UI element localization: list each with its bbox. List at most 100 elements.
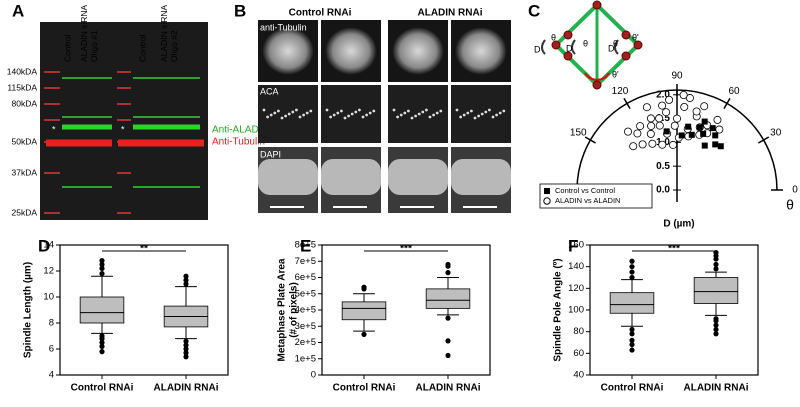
theta-tick	[758, 136, 770, 144]
outlier	[361, 331, 367, 337]
kinetochore	[365, 113, 368, 117]
outlier	[629, 331, 635, 337]
marker-label: 50kDA	[11, 136, 37, 146]
point	[685, 123, 692, 130]
kinetochore	[358, 108, 361, 112]
spindle	[455, 27, 507, 75]
kinetochore	[305, 111, 309, 115]
point	[685, 94, 694, 103]
y-axis-label: (# of pixels)	[289, 282, 300, 338]
outlier	[99, 258, 105, 264]
point	[712, 132, 719, 139]
condition-label: ALADIN RNAi	[418, 8, 483, 19]
point	[715, 125, 724, 134]
y-tick-label: 140	[568, 261, 584, 272]
r-axis-label: D (µm)	[663, 219, 694, 230]
outlier	[629, 326, 635, 333]
legend-label: ALADIN vs ALADIN	[555, 196, 620, 205]
y-tick-label: 40	[573, 370, 584, 381]
y-tick-label: 120	[568, 283, 584, 294]
stain-label: ACA	[260, 86, 279, 96]
asterisk: *	[121, 124, 125, 134]
box	[693, 277, 739, 304]
kinetochore	[372, 109, 376, 113]
outlier	[445, 261, 451, 268]
kinetochore	[403, 111, 407, 115]
outlier	[183, 342, 189, 348]
y-tick-label: 10	[43, 292, 54, 303]
significance-label: ***	[668, 244, 680, 255]
outlier	[713, 322, 719, 328]
y-tick-label: 1e+5	[295, 353, 316, 364]
point	[646, 114, 655, 123]
kinetochore	[466, 111, 470, 115]
panel-letter: B	[234, 1, 246, 20]
kinetochore	[484, 110, 488, 114]
outlier	[445, 270, 451, 276]
kinetochore	[332, 113, 336, 117]
spindle	[262, 27, 314, 75]
x-tick-label: ALADIN RNAi	[154, 383, 219, 394]
point	[700, 102, 709, 111]
diagram-label: θ	[613, 38, 618, 48]
outlier	[99, 265, 105, 271]
y-tick-label: 6e+5	[295, 272, 316, 283]
kinetochore	[498, 111, 502, 115]
point	[624, 127, 633, 136]
kinetochore	[428, 115, 432, 119]
lane-label: Control	[62, 34, 72, 62]
theta-tick-label: 90	[671, 71, 683, 82]
theta-tick-label: 30	[770, 128, 782, 139]
outlier	[713, 266, 719, 272]
outlier	[629, 347, 635, 353]
point	[638, 140, 647, 149]
y-tick-label: 8	[49, 318, 54, 329]
point	[678, 132, 685, 139]
point	[692, 107, 701, 116]
box	[79, 296, 125, 324]
chromosomes	[321, 159, 381, 195]
kinetochore	[343, 116, 347, 120]
outlier	[445, 338, 451, 344]
micrographs	[258, 20, 511, 213]
point	[670, 121, 679, 130]
kinetochore	[470, 109, 473, 113]
kinetochore	[410, 116, 414, 120]
outlier	[629, 264, 635, 270]
point	[673, 114, 682, 123]
kinetochore	[361, 115, 365, 119]
point	[713, 115, 722, 124]
point	[636, 122, 645, 131]
theta-tick-label: 120	[612, 86, 629, 97]
theta-tick-label: 150	[570, 128, 587, 139]
outlier	[99, 271, 105, 277]
legend-swatch	[544, 188, 550, 194]
box	[425, 288, 471, 309]
x-tick-label: Control RNAi	[601, 383, 664, 394]
outlier	[629, 337, 635, 343]
diagram-label: θ'	[612, 69, 619, 79]
outlier	[183, 273, 189, 279]
kinetochore	[277, 109, 280, 113]
spindle	[392, 27, 444, 75]
kinetochore	[435, 111, 439, 115]
legend	[539, 183, 653, 209]
kinetochore	[354, 110, 358, 114]
kinetochore	[455, 108, 459, 112]
diagram-label: θ	[551, 32, 556, 42]
panel-letter: F	[568, 236, 578, 255]
marker-label: 25kDA	[11, 207, 37, 217]
plot-frame	[59, 244, 229, 376]
panel-letter: D	[38, 236, 50, 255]
theta-axis-label: θ	[786, 197, 794, 213]
point	[665, 95, 674, 104]
r-tick-label: 0.5	[656, 161, 670, 172]
outlier	[629, 342, 635, 348]
point	[679, 90, 688, 99]
asterisk: *	[52, 124, 56, 134]
condition-label: Control RNAi	[289, 8, 352, 19]
outlier	[99, 333, 105, 339]
significance-label: ***	[400, 244, 412, 255]
point	[646, 129, 655, 138]
outlier	[183, 281, 189, 287]
